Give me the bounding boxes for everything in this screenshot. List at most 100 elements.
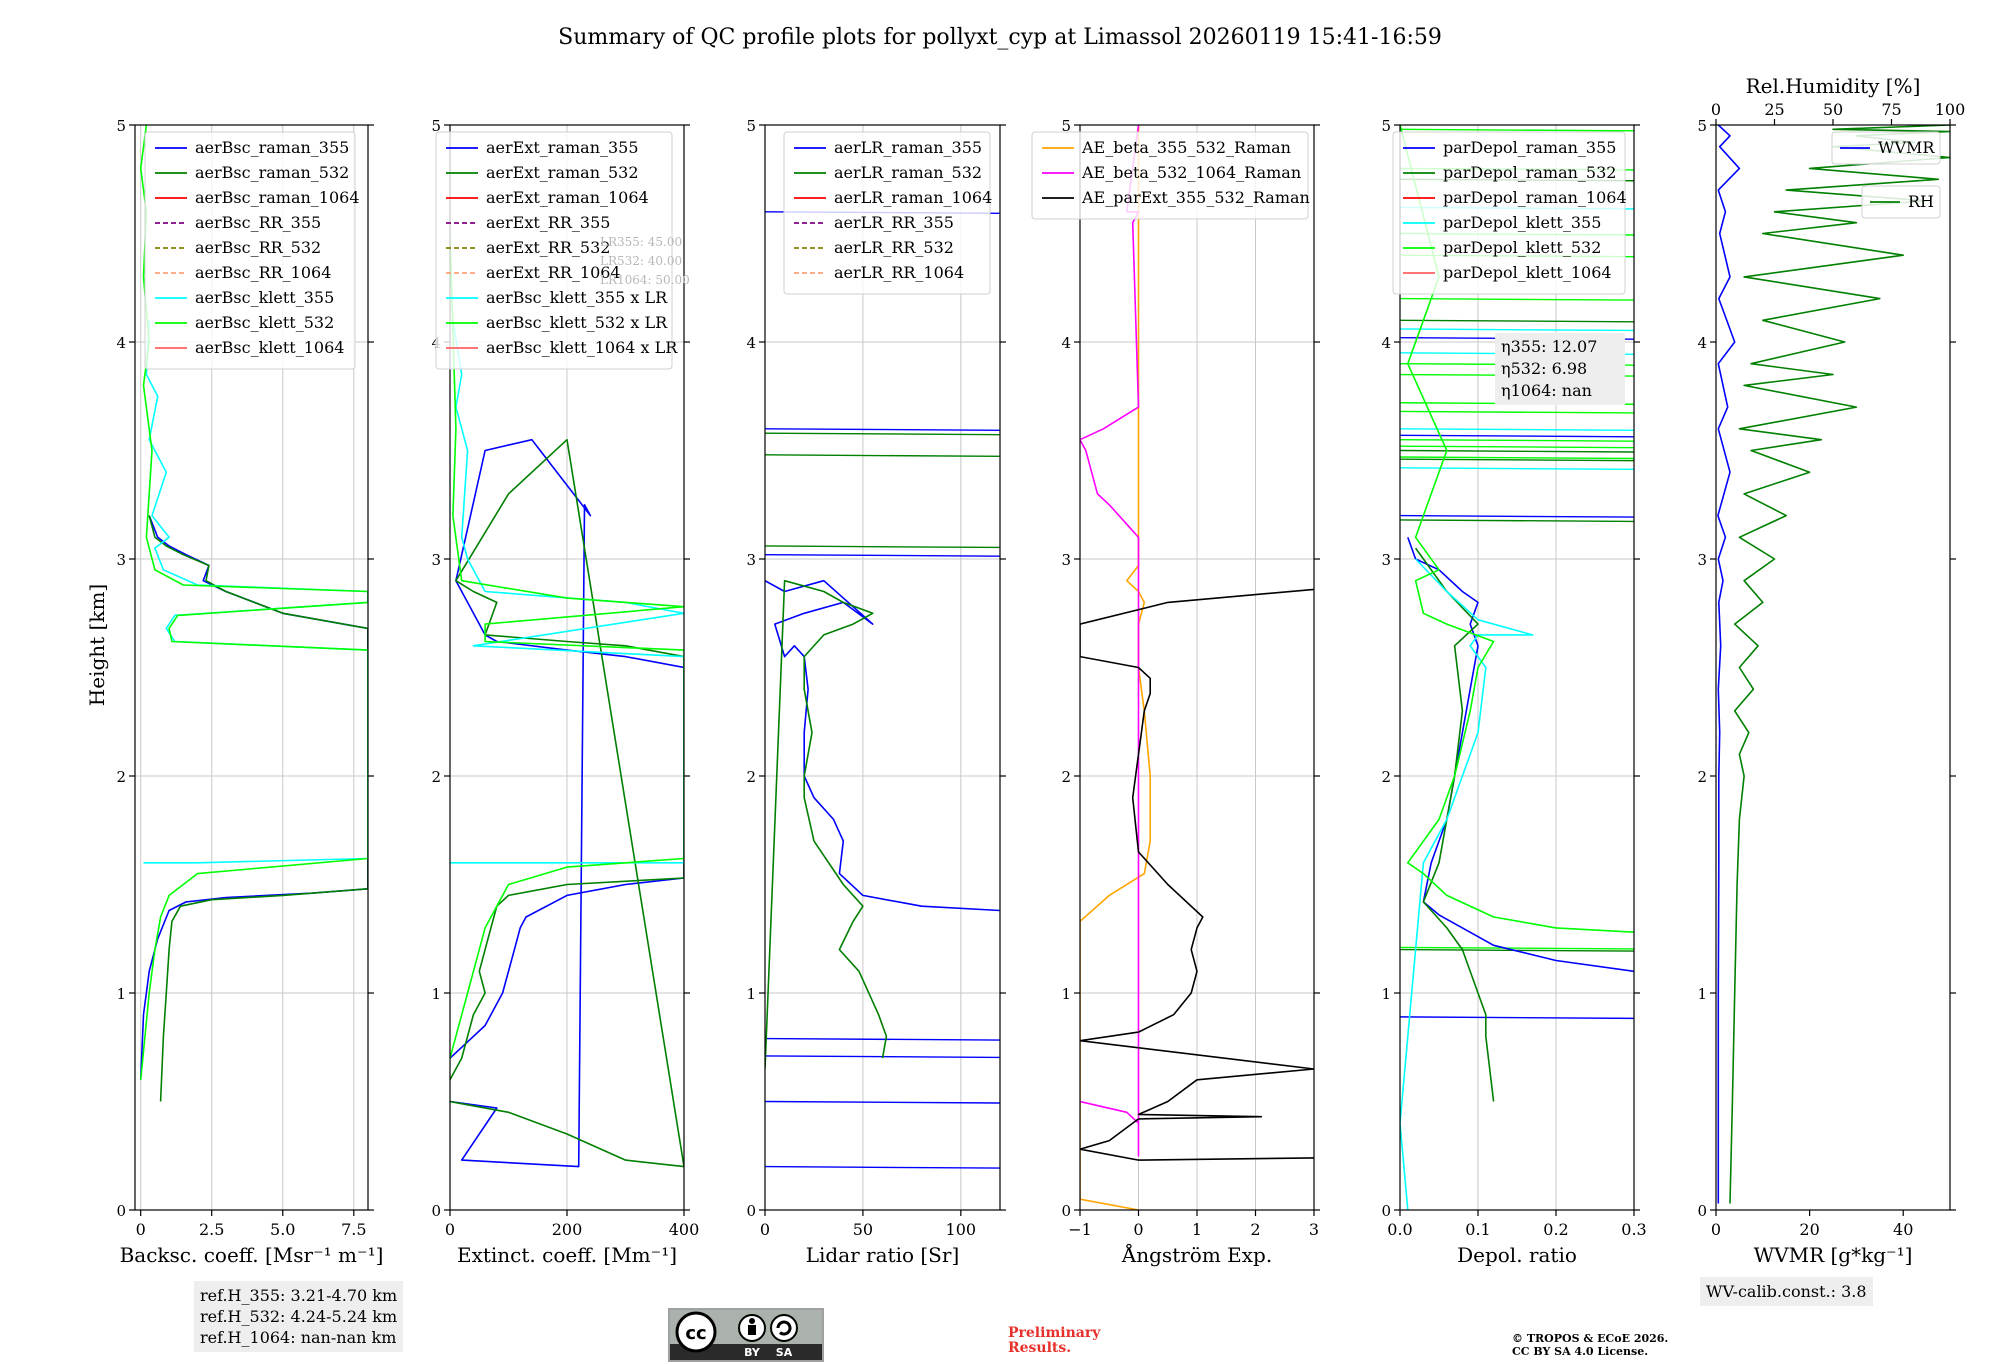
x-axis-label: Backsc. coeff. [Msr⁻¹ m⁻¹] xyxy=(120,1243,384,1267)
hline-mark xyxy=(1400,445,1634,449)
hline-mark xyxy=(1400,449,1634,453)
x-tick-label: 0 xyxy=(1133,1220,1143,1239)
y-tick-label: 3 xyxy=(1061,551,1071,569)
legend-entry: aerBsc_klett_355 xyxy=(195,288,334,307)
x-tick-label: 0 xyxy=(136,1220,146,1239)
ref-height-532: ref.H_532: 4.24-5.24 km xyxy=(200,1307,398,1326)
hline-mark xyxy=(765,428,1000,431)
legend-entry: aerLR_raman_355 xyxy=(834,138,982,157)
hline-mark xyxy=(1400,1016,1634,1020)
y-tick-label: 2 xyxy=(746,768,756,786)
y-tick-label: 3 xyxy=(1381,551,1391,569)
y-tick-label: 1 xyxy=(1697,985,1707,1003)
legend-entry: aerBsc_RR_355 xyxy=(195,213,321,232)
legend-box xyxy=(1031,131,1309,220)
y-tick-label: 3 xyxy=(1697,551,1707,569)
axes-frame xyxy=(764,124,1001,1211)
x-axis-label: Lidar ratio [Sr] xyxy=(806,1243,960,1267)
legend-entry: RH xyxy=(1908,192,1934,211)
x-axis-label: WVMR [g*kg⁻¹] xyxy=(1754,1243,1913,1267)
y-tick-label: 3 xyxy=(431,551,441,569)
top-x-tick-label: 50 xyxy=(1823,100,1843,119)
wv-calib-box: WV-calib.const.: 3.8 xyxy=(1700,1277,1873,1306)
hline-mark xyxy=(1400,438,1634,442)
y-tick-label: 2 xyxy=(1381,768,1391,786)
x-axis-label: Depol. ratio xyxy=(1457,1243,1577,1267)
legend-entry: parDepol_raman_355 xyxy=(1443,138,1616,157)
legend-entry: aerBsc_klett_355 x LR xyxy=(486,288,668,307)
preliminary-note: Preliminary Results. xyxy=(1008,1325,1101,1356)
hline-mark xyxy=(765,553,1000,557)
cc-license-badge: cc BY SA xyxy=(668,1308,824,1362)
legend-entry: aerExt_raman_355 xyxy=(486,138,639,157)
cc-logo-icon xyxy=(675,1311,717,1353)
eta-box xyxy=(1495,333,1625,405)
series-line-aerBsc_klett_355 xyxy=(143,320,368,864)
y-axis-label: Height [km] xyxy=(85,584,109,706)
hline-mark xyxy=(1400,128,1634,132)
y-tick-label: 4 xyxy=(1381,334,1391,352)
y-tick-label: 1 xyxy=(1061,985,1071,1003)
legend-entry: parDepol_klett_355 xyxy=(1443,213,1601,232)
x-axis-label: Ångström Exp. xyxy=(1121,1242,1272,1267)
hline-mark xyxy=(1400,434,1634,438)
hline-mark xyxy=(765,432,1000,436)
y-tick-label: 1 xyxy=(431,985,441,1003)
x-tick-label: 100 xyxy=(946,1220,977,1239)
legend-entry: aerBsc_klett_1064 x LR xyxy=(486,338,678,357)
y-tick-label: 0 xyxy=(431,1202,441,1220)
y-tick-label: 5 xyxy=(746,117,756,135)
panel-backscatter: 0 1 2 3 4 5 0 2.5 5.0 7.5 Backsc. coeff. [Msr⁻¹ m⁻… xyxy=(116,117,383,1267)
legend-entry: parDepol_klett_1064 xyxy=(1443,263,1612,282)
legend-entry: aerLR_raman_1064 xyxy=(834,188,992,207)
x-tick-label: 400 xyxy=(669,1220,700,1239)
y-tick-label: 4 xyxy=(1061,334,1071,352)
legend-entry: aerBsc_raman_1064 xyxy=(195,188,360,207)
legend-entry: aerBsc_raman_355 xyxy=(195,138,349,157)
ref-height-1064: ref.H_1064: nan-nan km xyxy=(200,1328,397,1347)
y-tick-label: 5 xyxy=(1061,117,1071,135)
legend-entry: parDepol_raman_1064 xyxy=(1443,188,1627,207)
cc-logo-text: cc xyxy=(685,1323,706,1344)
eta-value: η532: 6.98 xyxy=(1501,359,1587,378)
x-tick-label: 7.5 xyxy=(341,1220,366,1239)
hline-mark xyxy=(1400,410,1634,414)
ref-height-355: ref.H_355: 3.21-4.70 km xyxy=(200,1286,398,1305)
axes-frame xyxy=(1715,124,1951,1211)
hline-mark xyxy=(765,545,1000,549)
y-tick-label: 0 xyxy=(746,1202,756,1220)
top-x-axis-label: Rel.Humidity [%] xyxy=(1746,74,1921,98)
y-tick-label: 4 xyxy=(746,334,756,352)
y-tick-label: 3 xyxy=(746,551,756,569)
legend-entry: AE_beta_532_1064_Raman xyxy=(1081,163,1301,182)
y-tick-label: 1 xyxy=(116,985,126,1003)
legend-entry: AE_beta_355_532_Raman xyxy=(1081,138,1291,157)
y-tick-label: 0 xyxy=(1697,1202,1707,1220)
x-tick-label: 0 xyxy=(445,1220,455,1239)
y-tick-label: 5 xyxy=(1381,117,1391,135)
copyright-note: © TROPOS & ECoE 2026. CC BY SA 4.0 Licen… xyxy=(1512,1332,1669,1358)
series-line-AE_beta_532_1064_Raman xyxy=(1080,125,1140,1157)
hline-mark xyxy=(1400,514,1634,518)
hline-mark xyxy=(765,1165,1000,1169)
series-line-aerBsc_raman_532 xyxy=(148,515,368,1102)
y-tick-label: 2 xyxy=(1061,768,1071,786)
top-x-tick-label: 0 xyxy=(1711,100,1721,119)
y-tick-label: 1 xyxy=(1381,985,1391,1003)
y-tick-label: 2 xyxy=(116,768,126,786)
y-tick-label: 3 xyxy=(116,551,126,569)
legend-entry: WVMR xyxy=(1878,138,1935,157)
legend-entry: aerBsc_RR_1064 xyxy=(195,263,331,282)
series-line-aerBsc_raman_355 xyxy=(139,515,368,1080)
hline-mark xyxy=(1400,946,1634,950)
figure-title: Summary of QC profile plots for pollyxt_… xyxy=(558,25,1442,50)
y-tick-label: 0 xyxy=(1381,1202,1391,1220)
x-tick-label: 200 xyxy=(552,1220,583,1239)
lidar-ratio-note: LR355: 45.00 xyxy=(600,235,682,249)
series-line-aerBsc_klett_532 x LR xyxy=(450,233,684,1059)
top-x-tick-label: 75 xyxy=(1881,100,1901,119)
eta-value: η1064: nan xyxy=(1501,381,1592,400)
hline-mark xyxy=(1400,456,1634,460)
